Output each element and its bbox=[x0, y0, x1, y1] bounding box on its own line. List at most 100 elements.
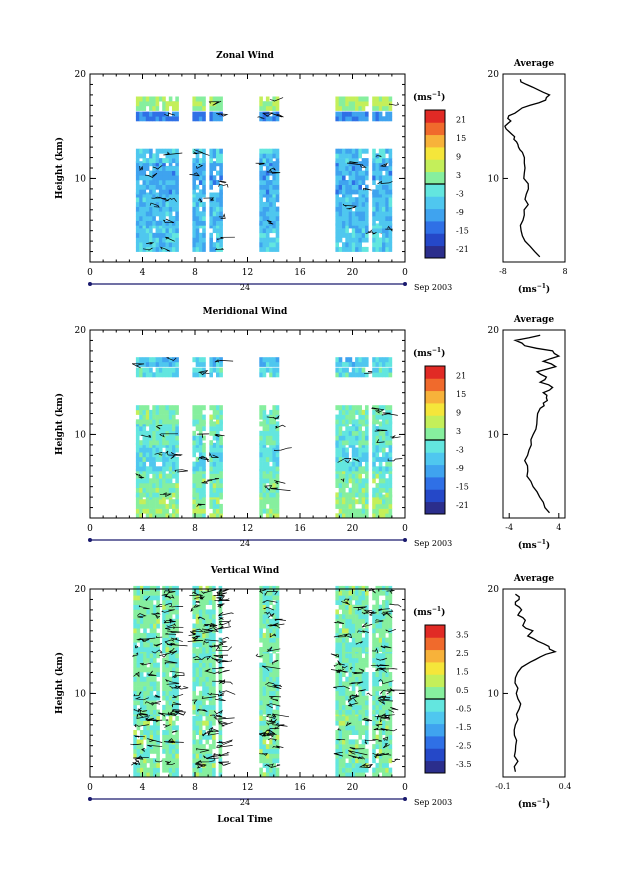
heatmap-cell bbox=[152, 158, 156, 164]
heatmap-cell bbox=[358, 734, 362, 740]
average-unit: (ms−1) bbox=[518, 798, 550, 810]
heatmap-cell bbox=[135, 153, 140, 159]
heatmap-cell bbox=[382, 681, 386, 687]
heatmap-cell bbox=[198, 192, 203, 198]
heatmap-cell bbox=[205, 632, 210, 638]
heatmap-cell bbox=[375, 772, 380, 778]
heatmap-cell bbox=[385, 216, 389, 221]
heatmap-cell bbox=[149, 487, 153, 493]
zero-contour bbox=[372, 647, 378, 654]
heatmap-cell bbox=[152, 246, 156, 252]
heatmap-cell bbox=[262, 211, 267, 217]
heatmap-cell bbox=[345, 637, 349, 643]
heatmap-cell bbox=[361, 201, 366, 207]
zero-contour bbox=[159, 433, 178, 438]
heatmap-cell bbox=[152, 211, 156, 217]
heatmap-cell bbox=[375, 96, 380, 102]
heatmap-cell bbox=[338, 637, 343, 643]
heatmap-cell bbox=[142, 361, 147, 367]
heatmap-cell bbox=[149, 192, 153, 198]
heatmap-cell bbox=[342, 192, 346, 198]
heatmap-cell bbox=[269, 758, 273, 764]
heatmap-cell bbox=[139, 657, 144, 663]
heatmap-cell bbox=[348, 197, 353, 203]
heatmap-cell bbox=[365, 414, 369, 420]
heatmap-cell bbox=[172, 748, 176, 754]
heatmap-cell bbox=[142, 414, 147, 420]
heatmap-cell bbox=[338, 499, 343, 505]
heatmap-cell bbox=[259, 361, 263, 367]
heatmap-cell bbox=[202, 447, 206, 453]
heatmap-cell bbox=[378, 409, 383, 415]
heatmap-cell bbox=[135, 211, 140, 217]
heatmap-cell bbox=[202, 478, 206, 484]
heatmap-cell bbox=[365, 642, 369, 648]
heatmap-cell bbox=[351, 430, 356, 436]
heatmap-cell bbox=[156, 637, 160, 643]
heatmap-cell bbox=[269, 653, 273, 659]
heatmap-cell bbox=[208, 744, 213, 750]
heatmap-cell bbox=[338, 767, 343, 773]
heatmap-cell bbox=[338, 758, 343, 764]
heatmap-cell bbox=[265, 657, 270, 663]
heatmap-cell bbox=[209, 405, 213, 411]
heatmap-cell bbox=[351, 758, 356, 764]
heatmap-cell bbox=[358, 430, 362, 436]
heatmap-cell bbox=[168, 442, 173, 448]
heatmap-cell bbox=[156, 715, 160, 721]
heatmap-cell bbox=[162, 709, 166, 715]
heatmap-cell bbox=[168, 461, 173, 467]
heatmap-cell bbox=[165, 175, 170, 181]
heatmap-cell bbox=[338, 361, 343, 367]
zero-contour bbox=[192, 699, 198, 705]
heatmap-cell bbox=[272, 426, 276, 432]
heatmap-cell bbox=[272, 739, 276, 745]
heatmap-cell bbox=[192, 744, 196, 750]
heatmap-cell bbox=[275, 632, 280, 638]
heatmap-cell bbox=[372, 725, 376, 731]
heatmap-cell bbox=[162, 405, 166, 411]
zero-contour bbox=[274, 480, 286, 485]
heatmap-cell bbox=[259, 237, 263, 243]
heatmap-cell bbox=[372, 614, 376, 620]
heatmap-cell bbox=[216, 158, 220, 164]
heatmap-cell bbox=[388, 662, 393, 668]
heatmap-cell bbox=[275, 442, 280, 448]
heatmap-cell bbox=[348, 180, 353, 185]
heatmap-cell bbox=[345, 211, 349, 217]
heatmap-cell bbox=[375, 739, 380, 745]
heatmap-cell bbox=[139, 623, 144, 629]
heatmap-cell bbox=[165, 237, 170, 243]
heatmap-cell bbox=[172, 153, 176, 159]
heatmap-cell bbox=[355, 609, 359, 615]
heatmap-cell bbox=[192, 466, 196, 472]
heatmap-cell bbox=[208, 600, 213, 605]
heatmap-cell bbox=[348, 614, 353, 620]
heatmap-cell bbox=[348, 223, 353, 229]
zero-contour bbox=[213, 709, 223, 715]
heatmap-cell bbox=[358, 101, 362, 107]
heatmap-cell bbox=[335, 361, 339, 367]
heatmap-cell bbox=[143, 704, 147, 710]
heatmap-cell bbox=[269, 161, 273, 167]
heatmap-cell bbox=[275, 409, 280, 415]
heatmap-cell bbox=[378, 730, 383, 735]
colorbar-tick-label: 3 bbox=[456, 427, 461, 436]
heatmap-cell bbox=[375, 590, 380, 596]
heatmap-cell bbox=[158, 357, 163, 363]
heatmap-cell bbox=[342, 246, 346, 252]
heatmap-cell bbox=[262, 623, 267, 629]
heatmap-cell bbox=[158, 220, 163, 226]
zero-contour bbox=[330, 653, 340, 658]
heatmap-cell bbox=[168, 614, 173, 620]
heatmap-cell bbox=[351, 704, 356, 710]
heatmap-cell bbox=[378, 189, 383, 195]
heatmap-cell bbox=[375, 175, 380, 181]
heatmap-cell bbox=[145, 242, 150, 248]
heatmap-cell bbox=[212, 767, 216, 773]
zero-contour bbox=[159, 246, 171, 252]
heatmap-cell bbox=[378, 414, 383, 420]
heatmap-cell bbox=[216, 405, 220, 411]
heatmap-cell bbox=[385, 487, 389, 493]
heatmap-cell bbox=[142, 468, 147, 474]
